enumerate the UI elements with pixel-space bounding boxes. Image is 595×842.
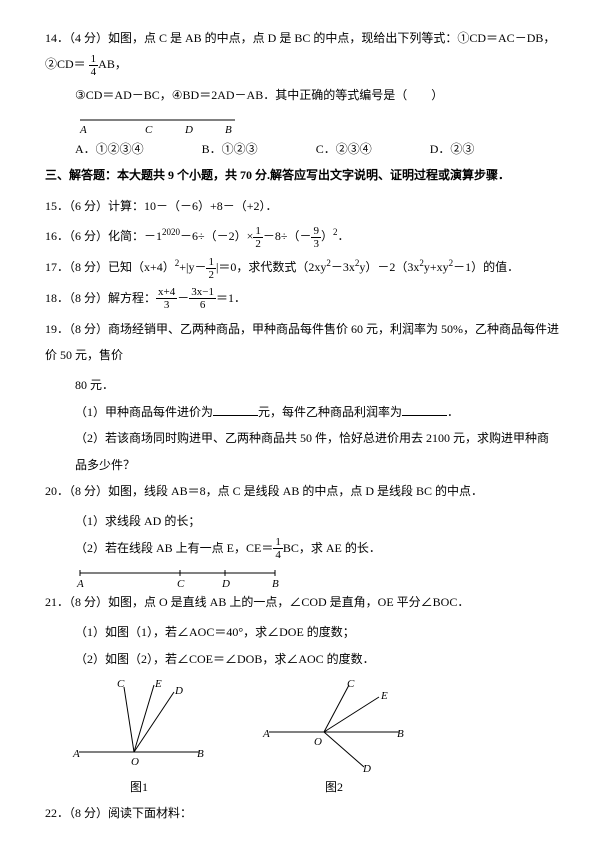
svg-text:D: D xyxy=(362,763,371,772)
q18-pre: 18．（8 分）解方程： xyxy=(45,291,156,305)
fraction-half-2: 12 xyxy=(206,256,216,281)
q21-sub1: （1）如图（1），若∠AOC＝40°，求∠DOE 的度数； xyxy=(45,619,560,645)
q17-m2: |＝0，求代数式（2xy xyxy=(216,260,326,274)
q21-figures: A B O C E D 图1 A B O C E D 图2 xyxy=(69,677,560,800)
blank-2 xyxy=(402,404,447,416)
q17-pre: 17．（8 分）已知（x+4） xyxy=(45,260,175,274)
svg-text:B: B xyxy=(225,124,232,136)
q14-options: A．①②③④ B．①②③ C．②③④ D．②③ xyxy=(45,136,560,162)
blank-1 xyxy=(213,404,258,416)
question-19: 19．（8 分）商场经销甲、乙两种商品，甲种商品每件售价 60 元，利润率为 5… xyxy=(45,316,560,369)
svg-text:E: E xyxy=(154,678,162,690)
svg-text:C: C xyxy=(347,678,355,690)
question-16: 16．（6 分）化简：－12020－6÷（－2）×12－8÷（－93）2． xyxy=(45,223,560,250)
question-14: 14．（4 分）如图，点 C 是 AB 的中点，点 D 是 BC 的中点，现给出… xyxy=(45,25,560,78)
opt-b: B．①②③ xyxy=(202,136,258,162)
q19-s1c: ． xyxy=(447,405,459,419)
svg-text:A: A xyxy=(76,578,84,589)
fig2-label: 图2 xyxy=(259,774,409,800)
fraction-9-3: 93 xyxy=(311,225,321,250)
svg-text:D: D xyxy=(221,578,230,589)
svg-text:B: B xyxy=(197,748,204,760)
q17-m6: －1）的值． xyxy=(453,260,519,274)
svg-text:A: A xyxy=(72,748,80,760)
question-17: 17．（8 分）已知（x+4）2+|y－12|＝0，求代数式（2xy2－3x2y… xyxy=(45,254,560,281)
fraction-x4-3: x+43 xyxy=(156,286,177,311)
q16-m3: ） xyxy=(321,229,333,243)
fraction-3x1-6: 3x−16 xyxy=(189,286,216,311)
svg-text:D: D xyxy=(184,124,193,136)
q19-s1a: （1）甲种商品每件进价为 xyxy=(75,405,213,419)
q17-m4: y）－2（3x xyxy=(359,260,419,274)
q18-mid: － xyxy=(177,291,189,305)
q19-l1: 19．（8 分）商场经销甲、乙两种商品，甲种商品每件售价 60 元，利润率为 5… xyxy=(45,322,559,362)
angle-diagram-1-icon: A B O C E D xyxy=(69,677,209,772)
fraction-half: 12 xyxy=(253,225,263,250)
question-22: 22．（8 分）阅读下面材料： xyxy=(45,800,560,826)
q16-exp: 2020 xyxy=(162,227,180,237)
q18-tail: ＝1． xyxy=(216,291,246,305)
svg-text:B: B xyxy=(397,728,404,740)
segment-acdb-icon: A C D B xyxy=(75,110,245,136)
question-21: 21．（8 分）如图，点 O 是直线 AB 上的一点，∠COD 是直角，OE 平… xyxy=(45,589,560,615)
question-18: 18．（8 分）解方程：x+43－3x−16＝1． xyxy=(45,285,560,312)
q20-figure: A C D B xyxy=(45,562,560,589)
q20-sub2: （2）若在线段 AB 上有一点 E，CE＝14BC，求 AE 的长． xyxy=(45,535,560,562)
svg-text:C: C xyxy=(145,124,153,136)
q16-m2: －8÷（－ xyxy=(263,229,312,243)
q21-fig2: A B O C E D 图2 xyxy=(259,677,409,800)
segment-acdb-icon-2: A C D B xyxy=(75,563,285,589)
svg-text:D: D xyxy=(174,685,183,697)
svg-text:O: O xyxy=(131,756,139,768)
q19-sub2: （2）若该商场同时购进甲、乙两种商品共 50 件，恰好总进价用去 2100 元，… xyxy=(45,425,560,478)
question-20: 20．（8 分）如图，线段 AB＝8，点 C 是线段 AB 的中点，点 D 是线… xyxy=(45,478,560,504)
q17-m3: －3x xyxy=(331,260,355,274)
q19-s1b: 元，每件乙种商品利润率为 xyxy=(258,405,402,419)
svg-text:B: B xyxy=(272,578,279,589)
svg-text:C: C xyxy=(177,578,185,589)
section-3-heading: 三、解答题：本大题共 9 个小题，共 70 分.解答应写出文字说明、证明过程或演… xyxy=(45,162,560,188)
question-15: 15．（6 分）计算：10－（－6）+8－（+2）． xyxy=(45,193,560,219)
q19-l1b: 80 元． xyxy=(45,372,560,398)
q16-m1: －6÷（－2）× xyxy=(180,229,253,243)
svg-text:A: A xyxy=(262,728,270,740)
angle-diagram-2-icon: A B O C E D xyxy=(259,677,409,772)
opt-a: A．①②③④ xyxy=(75,136,144,162)
svg-text:E: E xyxy=(380,690,388,702)
opt-c: C．②③④ xyxy=(316,136,372,162)
q16-pre: 16．（6 分）化简：－1 xyxy=(45,229,162,243)
q16-tail: ． xyxy=(337,229,349,243)
q17-m1: +|y－ xyxy=(179,260,206,274)
q14-line2: ③CD＝AD－BC，④BD＝2AD－AB．其中正确的等式编号是（ ） xyxy=(45,82,560,108)
q21-sub2: （2）如图（2），若∠COE＝∠DOB，求∠AOC 的度数． xyxy=(45,646,560,672)
fraction-1-4: 14 xyxy=(89,53,99,78)
svg-text:A: A xyxy=(79,124,87,136)
q20-s2a: （2）若在线段 AB 上有一点 E，CE＝ xyxy=(75,541,273,555)
q14-stem-b: AB， xyxy=(98,57,127,71)
fraction-1-4-2: 14 xyxy=(273,536,283,561)
svg-text:C: C xyxy=(117,678,125,690)
svg-text:O: O xyxy=(314,736,322,748)
q20-s2b: BC，求 AE 的长． xyxy=(283,541,381,555)
q17-m5: y+xy xyxy=(424,260,449,274)
fig1-label: 图1 xyxy=(69,774,209,800)
q14-figure: A C D B xyxy=(45,109,560,136)
q19-sub1: （1）甲种商品每件进价为 元，每件乙种商品利润率为 ． xyxy=(45,399,560,425)
q21-fig1: A B O C E D 图1 xyxy=(69,677,209,800)
q20-sub1: （1）求线段 AD 的长； xyxy=(45,508,560,534)
opt-d: D．②③ xyxy=(430,136,475,162)
